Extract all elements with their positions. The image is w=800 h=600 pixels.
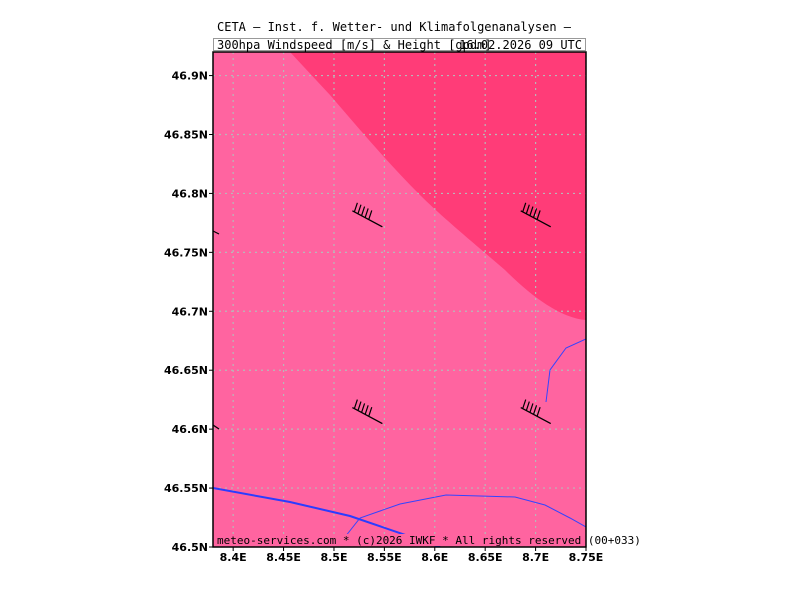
graticule xyxy=(213,52,586,547)
wind-barb-se xyxy=(520,399,552,425)
lake-shoreline xyxy=(344,494,586,538)
wind-barb-ne xyxy=(520,202,552,228)
wind-barb-sw xyxy=(352,399,383,425)
map-frame xyxy=(212,51,587,548)
lon-tick-label: 8.55E xyxy=(367,551,402,564)
map-title: CETA – Inst. f. Wetter- und Klimafolgena… xyxy=(217,20,572,34)
lat-tick-label: 46.7N xyxy=(172,305,208,318)
lat-tick-label: 46.5N xyxy=(172,541,208,554)
footer-bg xyxy=(214,534,585,546)
valid-time: 16.02.2026 09 UTC xyxy=(459,38,582,52)
lat-tick-label: 46.85N xyxy=(164,129,208,142)
lat-tick-label: 46.6N xyxy=(172,423,208,436)
canton-boundary xyxy=(545,338,586,403)
lat-tick-label: 46.65N xyxy=(164,364,208,377)
edge-barb-west-lower xyxy=(213,424,220,430)
wind-barb-nw xyxy=(352,202,383,228)
windspeed-band-high xyxy=(290,52,586,320)
lon-tick-label: 8.7E xyxy=(522,551,549,564)
map-subtitle: 300hpa_Windspeed_[m/s]_&_Height_[gpdm] 1… xyxy=(213,38,586,52)
lon-tick-label: 8.6E xyxy=(421,551,448,564)
variable-label: 300hpa_Windspeed_[m/s]_&_Height_[gpdm] xyxy=(217,38,492,52)
lon-tick-label: 8.65E xyxy=(468,551,503,564)
lon-tick-label: 8.4E xyxy=(220,551,247,564)
lat-tick-label: 46.9N xyxy=(172,70,208,83)
lon-tick-label: 8.45E xyxy=(266,551,301,564)
lon-tick-label: 8.5E xyxy=(320,551,347,564)
lat-tick-label: 46.55N xyxy=(164,482,208,495)
lat-tick-label: 46.8N xyxy=(172,187,208,200)
axis-ticks: 8.4E 8.45E 8.5E 8.55E 8.6E 8.65E 8.7E 8.75E 46.5… xyxy=(164,70,603,564)
edge-barb-west-upper xyxy=(213,230,220,235)
lon-tick-label: 8.75E xyxy=(569,551,604,564)
lat-tick-label: 46.75N xyxy=(164,246,208,259)
footer-credit: meteo-services.com * (c)2026 IWKF * All … xyxy=(217,534,641,547)
